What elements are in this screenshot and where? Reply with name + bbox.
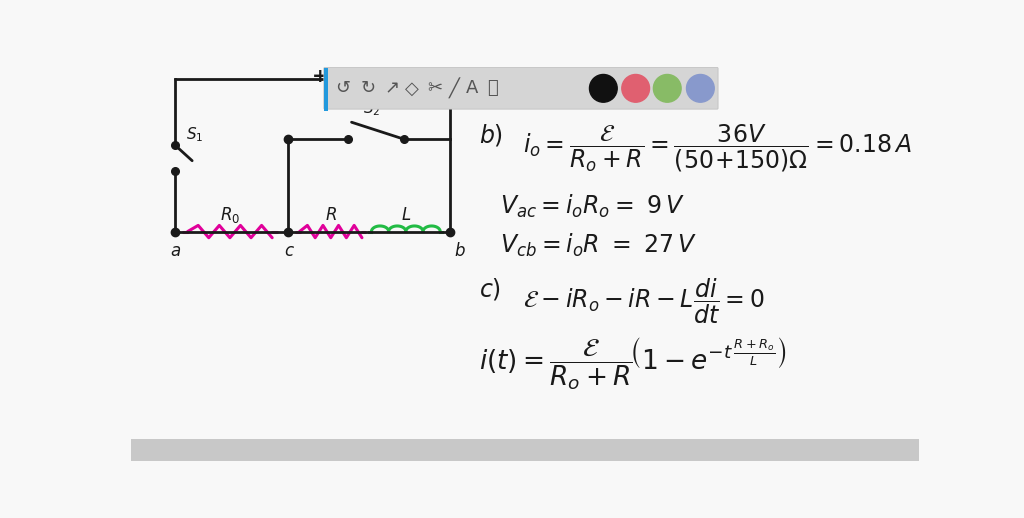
Text: c: c: [284, 242, 293, 261]
Text: $V_{cb} = i_o R \ = \ 27\,V$: $V_{cb} = i_o R \ = \ 27\,V$: [500, 232, 697, 259]
Text: $i(t) = \dfrac{\mathcal{E}}{R_o+R}\!\left(1 - e^{-t\,\frac{R+R_o}{L}}\right)$: $i(t) = \dfrac{\mathcal{E}}{R_o+R}\!\lef…: [478, 336, 786, 393]
Text: $R$: $R$: [325, 206, 337, 224]
Text: $S_1$: $S_1$: [186, 125, 204, 144]
Text: $L$: $L$: [400, 206, 411, 224]
Text: $b)$: $b)$: [478, 122, 503, 148]
Text: ✂: ✂: [427, 79, 442, 97]
Text: ↗: ↗: [385, 79, 400, 97]
Text: +: +: [311, 66, 329, 85]
Text: b: b: [454, 242, 465, 261]
Circle shape: [686, 75, 714, 102]
Circle shape: [653, 75, 681, 102]
Text: $i_o = \dfrac{\mathcal{E}}{R_o+R} = \dfrac{36V}{(50\!+\!150)\Omega} {=}0.18\,A$: $i_o = \dfrac{\mathcal{E}}{R_o+R} = \dfr…: [523, 122, 912, 174]
Text: $c)$: $c)$: [478, 276, 501, 302]
Text: A: A: [466, 79, 478, 97]
Text: $R_0$: $R_0$: [220, 205, 240, 225]
Text: $V_{bc} = (\,)$: $V_{bc} = (\,)$: [546, 68, 608, 89]
FancyBboxPatch shape: [324, 67, 718, 109]
Circle shape: [622, 75, 649, 102]
Bar: [324, 67, 329, 111]
Circle shape: [590, 75, 617, 102]
Bar: [131, 439, 920, 461]
Text: a: a: [170, 242, 180, 261]
Text: ⬜: ⬜: [487, 79, 498, 97]
Text: $S_2$: $S_2$: [364, 99, 381, 118]
Text: ◇: ◇: [406, 79, 419, 97]
Text: ↺: ↺: [335, 79, 350, 97]
Text: $V_{ac} = i_o R_o = \ 9\,V$: $V_{ac} = i_o R_o = \ 9\,V$: [500, 193, 685, 220]
Text: ↻: ↻: [360, 79, 375, 97]
Text: $\mathcal{E} - iR_o - iR - L\dfrac{di}{dt} {=} 0$: $\mathcal{E} - iR_o - iR - L\dfrac{di}{d…: [523, 276, 765, 326]
Text: ╱: ╱: [449, 78, 460, 99]
